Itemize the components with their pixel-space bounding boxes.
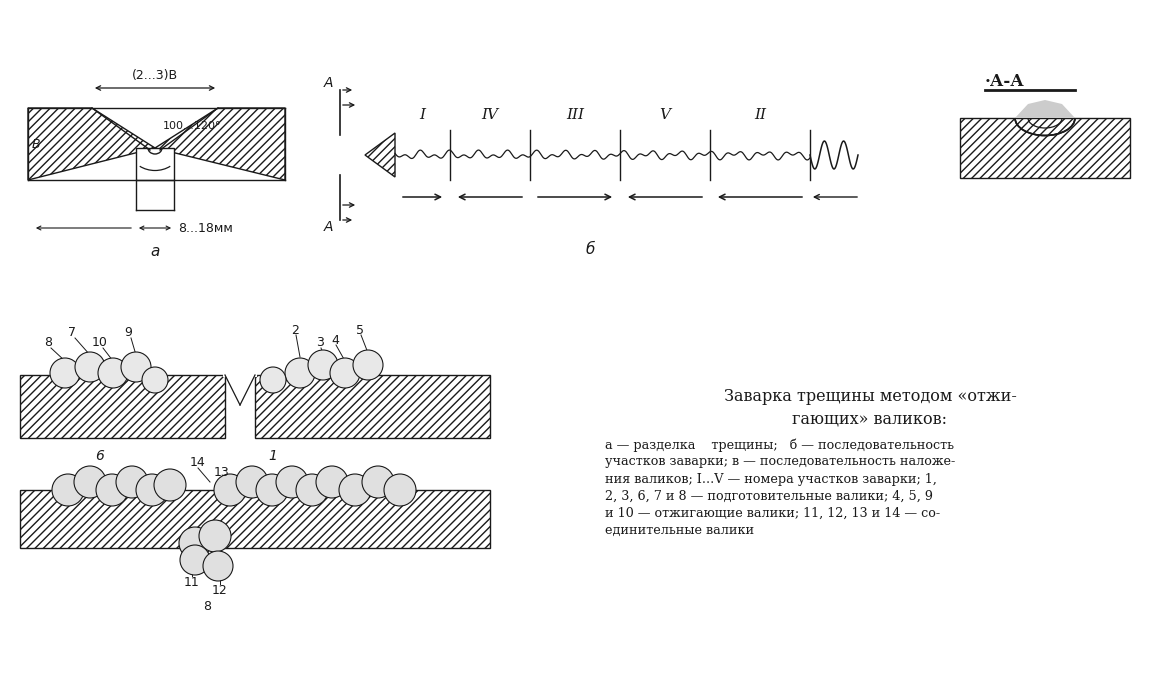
Bar <box>20 490 491 548</box>
Text: 5: 5 <box>356 323 364 336</box>
Text: 8: 8 <box>203 599 211 612</box>
Polygon shape <box>1015 100 1075 118</box>
Text: I: I <box>419 108 425 122</box>
Circle shape <box>135 474 168 506</box>
Text: IV: IV <box>481 108 499 122</box>
Text: 8: 8 <box>44 336 53 349</box>
Bar <box>20 375 225 438</box>
Circle shape <box>74 466 106 498</box>
Circle shape <box>121 352 151 382</box>
Text: а: а <box>151 244 160 260</box>
Text: 100...120°: 100...120° <box>164 121 222 131</box>
Polygon shape <box>135 148 174 180</box>
Text: Заварка трещины методом «отжи-
гающих» валиков:: Заварка трещины методом «отжи- гающих» в… <box>723 388 1016 427</box>
Text: 10: 10 <box>92 336 107 349</box>
Text: В: В <box>32 138 41 150</box>
Text: 2: 2 <box>291 323 299 336</box>
Circle shape <box>236 466 267 498</box>
Circle shape <box>296 474 328 506</box>
Circle shape <box>142 367 168 393</box>
Circle shape <box>285 358 315 388</box>
Circle shape <box>353 350 383 380</box>
Text: 13: 13 <box>214 466 230 478</box>
Circle shape <box>276 466 308 498</box>
Text: III: III <box>566 108 584 122</box>
Text: 7: 7 <box>68 327 76 340</box>
Text: б: б <box>585 242 595 257</box>
Polygon shape <box>28 108 155 180</box>
Text: 11: 11 <box>185 576 200 588</box>
Circle shape <box>203 551 232 581</box>
Circle shape <box>317 466 348 498</box>
Circle shape <box>179 527 211 559</box>
Circle shape <box>96 474 128 506</box>
Circle shape <box>260 367 286 393</box>
Circle shape <box>384 474 416 506</box>
Circle shape <box>308 350 338 380</box>
Text: 14: 14 <box>190 455 206 468</box>
Text: V: V <box>660 108 670 122</box>
Circle shape <box>331 358 360 388</box>
Circle shape <box>53 474 84 506</box>
Bar <box>255 375 491 438</box>
Text: II: II <box>755 108 766 122</box>
Text: (2...3)В: (2...3)В <box>132 69 178 82</box>
Text: А: А <box>324 76 333 90</box>
Text: 8...18мм: 8...18мм <box>178 221 232 235</box>
Circle shape <box>154 469 186 501</box>
Text: 9: 9 <box>124 327 132 340</box>
Polygon shape <box>155 108 285 180</box>
Text: ·А-А: ·А-А <box>985 73 1024 91</box>
Circle shape <box>339 474 371 506</box>
Text: а — разделка    трещины;   б — последовательность
участков заварки; в — последов: а — разделка трещины; б — последовательн… <box>605 438 955 536</box>
Polygon shape <box>364 133 395 177</box>
Circle shape <box>199 520 231 552</box>
Circle shape <box>214 474 246 506</box>
Text: 1: 1 <box>269 449 278 463</box>
Circle shape <box>50 358 79 388</box>
Circle shape <box>116 466 148 498</box>
Text: А: А <box>324 220 333 234</box>
Circle shape <box>256 474 288 506</box>
Circle shape <box>75 352 105 382</box>
Circle shape <box>362 466 394 498</box>
Circle shape <box>98 358 128 388</box>
Bar <box>960 118 1129 178</box>
Circle shape <box>180 545 210 575</box>
Text: 6: 6 <box>96 449 104 463</box>
Text: 3: 3 <box>317 336 324 349</box>
Text: 4: 4 <box>331 334 339 347</box>
Text: 12: 12 <box>213 583 228 597</box>
